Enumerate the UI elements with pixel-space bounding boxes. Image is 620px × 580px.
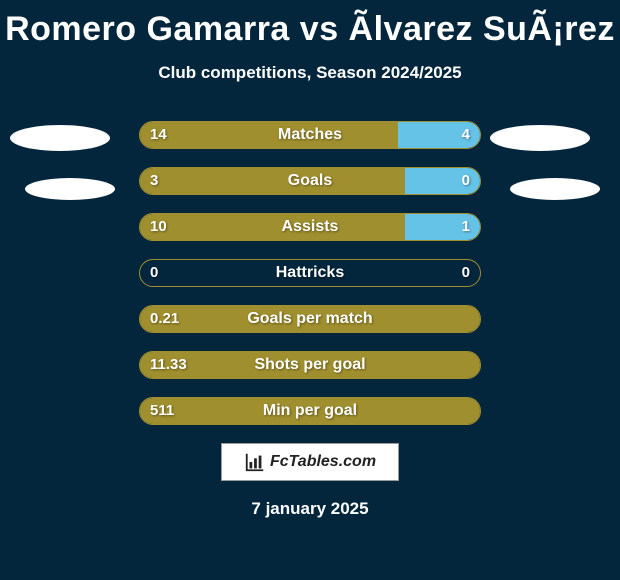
- date-line: 7 january 2025: [0, 499, 620, 519]
- stat-row-goals: 30Goals: [139, 167, 481, 195]
- stat-label: Matches: [140, 122, 480, 148]
- stat-row-matches: 144Matches: [139, 121, 481, 149]
- stat-row-assists: 101Assists: [139, 213, 481, 241]
- side-ellipse-1: [25, 178, 115, 200]
- stat-row-hattricks: 00Hattricks: [139, 259, 481, 287]
- side-ellipse-2: [490, 125, 590, 151]
- logo-text: FcTables.com: [270, 453, 376, 471]
- subtitle: Club competitions, Season 2024/2025: [0, 63, 620, 83]
- stat-row-shots-per-goal: 11.33Shots per goal: [139, 351, 481, 379]
- stat-row-min-per-goal: 511Min per goal: [139, 397, 481, 425]
- stat-row-goals-per-match: 0.21Goals per match: [139, 305, 481, 333]
- stat-label: Goals per match: [140, 306, 480, 332]
- stat-label: Hattricks: [140, 260, 480, 286]
- side-ellipse-3: [510, 178, 600, 200]
- stat-label: Shots per goal: [140, 352, 480, 378]
- stat-label: Assists: [140, 214, 480, 240]
- page-title: Romero Gamarra vs Ãlvarez SuÃ¡rez: [0, 0, 620, 49]
- stat-label: Goals: [140, 168, 480, 194]
- fctables-logo[interactable]: FcTables.com: [221, 443, 399, 481]
- stats-comparison: 144Matches 30Goals 101Assists 00Hattricks 0.…: [139, 121, 481, 425]
- stat-label: Min per goal: [140, 398, 480, 424]
- chart-icon: [244, 451, 266, 473]
- side-ellipse-0: [10, 125, 110, 151]
